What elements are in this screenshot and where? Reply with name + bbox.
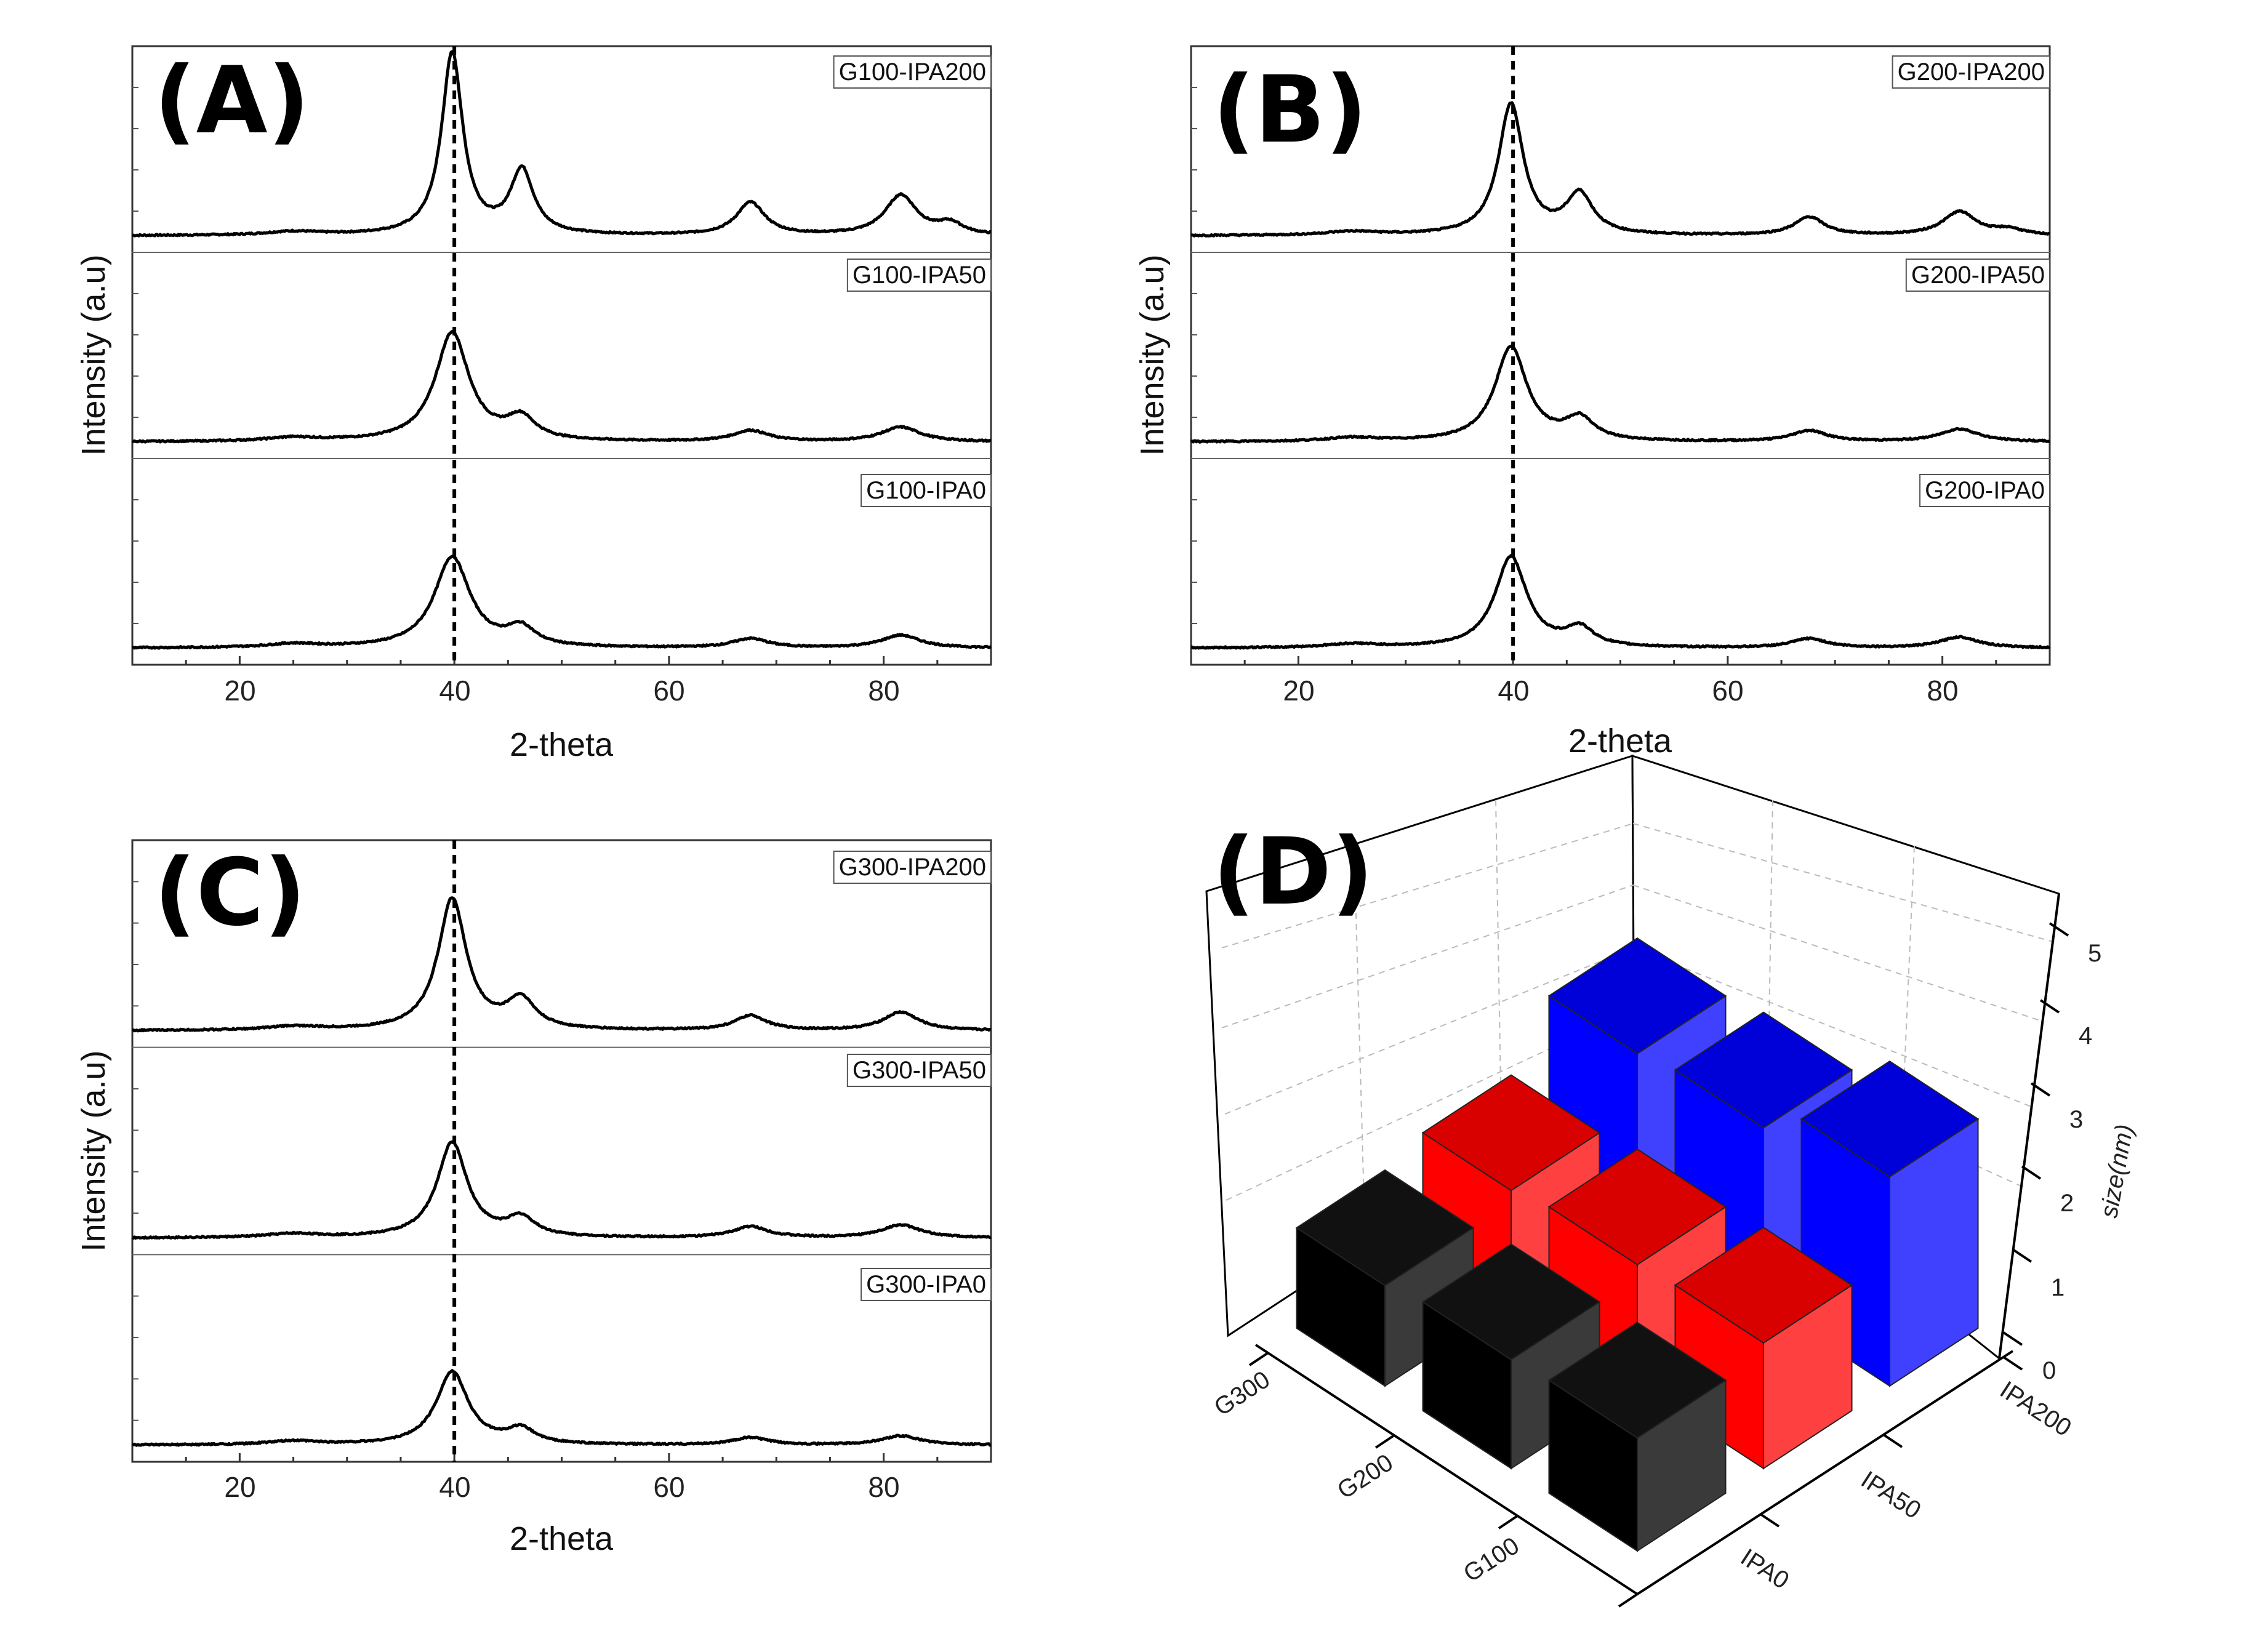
panel-b-series-g200-ipa50 xyxy=(1190,344,2051,444)
panel-b-x-tick-label: 40 xyxy=(1498,675,1529,707)
panel-a-legend-g100-ipa50: G100-IPA50 xyxy=(853,262,986,289)
panel-d-z-tick-label: 3 xyxy=(2069,1106,2083,1133)
panel-b-x-tick-label: 60 xyxy=(1712,675,1743,707)
panel-d-z-axis-line xyxy=(1998,893,2060,1359)
panel-d-y-category-ipa50: IPA50 xyxy=(1856,1466,1926,1525)
panel-c-xrd-chart: (C) Intensity (a.u) 2-theta G300-IPA200 … xyxy=(75,839,992,1557)
panel-c-legend-g300-ipa200: G300-IPA200 xyxy=(839,854,986,881)
panel-d-floor-front-right-edge xyxy=(1636,1350,2014,1595)
panel-d-z-ticks xyxy=(2002,922,2069,1346)
panel-c-legend-box xyxy=(846,1054,992,1087)
panel-c-letter: (C) xyxy=(154,840,306,947)
panel-c-plot-area xyxy=(131,839,992,1463)
panel-b-legend-g200-ipa50: G200-IPA50 xyxy=(1911,262,2045,289)
panel-a-y-axis-title: Intensity (a.u) xyxy=(75,254,112,455)
panel-a-legend-box xyxy=(846,259,992,292)
panel-b-x-axis-title: 2-theta xyxy=(1568,723,1672,760)
panel-a-x-tick-labels: 20 40 60 80 xyxy=(224,675,899,707)
panel-d-bar-g100-ipa50-top-face xyxy=(1674,1227,1853,1344)
panel-b-y-axis-title: Intensity (a.u) xyxy=(1134,254,1171,455)
panel-a-series-g100-ipa200 xyxy=(132,50,992,238)
panel-a-letter: (A) xyxy=(154,47,310,154)
panel-c-series-g300-ipa0 xyxy=(132,1369,992,1447)
panel-d-z-tick-label: 5 xyxy=(2088,940,2101,967)
panel-d-3d-bar-chart: (D) 0 1 2 3 4 5 size(nm) G100 G200 G300 … xyxy=(1205,754,2138,1608)
panel-c-series-g300-ipa200 xyxy=(132,896,992,1033)
panel-b-x-tick-labels: 20 40 60 80 xyxy=(1283,675,1958,707)
panel-c-x-tick-label: 20 xyxy=(224,1471,255,1503)
panel-d-bar-g300-ipa0-top-face xyxy=(1295,1169,1475,1286)
panel-d-z-tick-label: 4 xyxy=(2079,1022,2092,1049)
panel-b-xrd-chart: (B) Intensity (a.u) 2-theta G200-IPA200 … xyxy=(1134,45,2051,760)
panel-d-letter: (D) xyxy=(1213,819,1374,926)
panel-c-legend-box xyxy=(861,1268,992,1301)
panel-b-x-tick-label: 20 xyxy=(1283,675,1314,707)
panel-d-x-category-g200: G200 xyxy=(1333,1449,1398,1504)
panel-c-x-tick-labels: 20 40 60 80 xyxy=(224,1471,899,1503)
panel-b-legend-box xyxy=(1919,474,2050,507)
panel-d-x-category-g100: G100 xyxy=(1459,1532,1524,1587)
panel-b-series-g200-ipa0 xyxy=(1190,554,2051,650)
panel-d-bar-g200-ipa0-top-face xyxy=(1421,1243,1601,1361)
panel-c-legend-g300-ipa0: G300-IPA0 xyxy=(866,1271,986,1298)
panel-c-legend-box xyxy=(833,851,992,884)
panel-d-x-category-g300: G300 xyxy=(1210,1366,1275,1421)
panel-d-z-tick-label: 1 xyxy=(2051,1274,2064,1301)
panel-d-bar-g100-ipa0-top-face xyxy=(1547,1321,1727,1439)
panel-a-legend-box xyxy=(833,55,992,89)
panel-b-series-g200-ipa200 xyxy=(1190,101,2050,238)
panel-d-floor-ticks xyxy=(1248,1352,2023,1608)
panel-d-z-tick-label: 2 xyxy=(2060,1190,2074,1217)
panel-b-legend-g200-ipa0: G200-IPA0 xyxy=(1925,477,2045,504)
panel-a-x-tick-label: 60 xyxy=(653,675,684,707)
panel-b-legend-g200-ipa200: G200-IPA200 xyxy=(1898,58,2045,86)
panel-c-series-g300-ipa50 xyxy=(132,1140,992,1240)
panel-a-legend-g100-ipa0: G100-IPA0 xyxy=(866,477,986,504)
panel-d-z-axis-title: size(nm) xyxy=(2095,1122,2138,1220)
panel-a-plot-area xyxy=(131,45,992,666)
panel-d-bar-g300-ipa50-top-face xyxy=(1421,1074,1601,1192)
panel-d-y-category-ipa200: IPA200 xyxy=(1995,1376,2076,1442)
panel-d-z-tick-labels: 0 1 2 3 4 5 xyxy=(2042,940,2101,1384)
panel-d-bar-g200-ipa50-top-face xyxy=(1547,1148,1727,1265)
panel-b-letter: (B) xyxy=(1213,57,1367,164)
panel-c-y-axis-title: Intensity (a.u) xyxy=(75,1050,112,1251)
panel-a-xrd-chart: (A) Intensity (a.u) 2-theta G100-IPA200 … xyxy=(75,45,992,763)
panel-a-legend-box xyxy=(861,474,992,507)
panel-d-z-tick-label: 0 xyxy=(2042,1357,2056,1384)
panel-c-x-tick-label: 80 xyxy=(868,1471,899,1503)
panel-d-bars xyxy=(1295,937,1980,1552)
panel-b-legend-box xyxy=(1892,55,2050,89)
panel-d-bar-g100-ipa200-top-face xyxy=(1800,1061,1980,1177)
panel-c-x-tick-label: 40 xyxy=(439,1471,470,1503)
panel-c-legend-g300-ipa50: G300-IPA50 xyxy=(853,1057,986,1084)
panel-b-plot-area xyxy=(1190,45,2051,666)
panel-d-floor-front-left-edge xyxy=(1254,1344,1639,1595)
panel-a-x-tick-label: 20 xyxy=(224,675,255,707)
panel-c-x-tick-label: 60 xyxy=(653,1471,684,1503)
panel-b-x-tick-label: 80 xyxy=(1927,675,1958,707)
panel-d-bar-g200-ipa200-top-face xyxy=(1674,1011,1853,1129)
panel-a-x-tick-label: 40 xyxy=(439,675,470,707)
panel-c-x-axis-title: 2-theta xyxy=(510,1520,614,1557)
panel-a-series-g100-ipa50 xyxy=(131,330,992,444)
panel-d-bar-g300-ipa200-top-face xyxy=(1547,937,1727,1054)
panel-a-legend-g100-ipa200: G100-IPA200 xyxy=(839,58,986,86)
panel-a-x-tick-label: 80 xyxy=(868,675,899,707)
panel-a-series-g100-ipa0 xyxy=(132,555,992,650)
panel-b-legend-box xyxy=(1905,259,2050,292)
panel-d-y-category-ipa0: IPA0 xyxy=(1736,1544,1794,1595)
panel-a-x-axis-title: 2-theta xyxy=(510,726,614,763)
